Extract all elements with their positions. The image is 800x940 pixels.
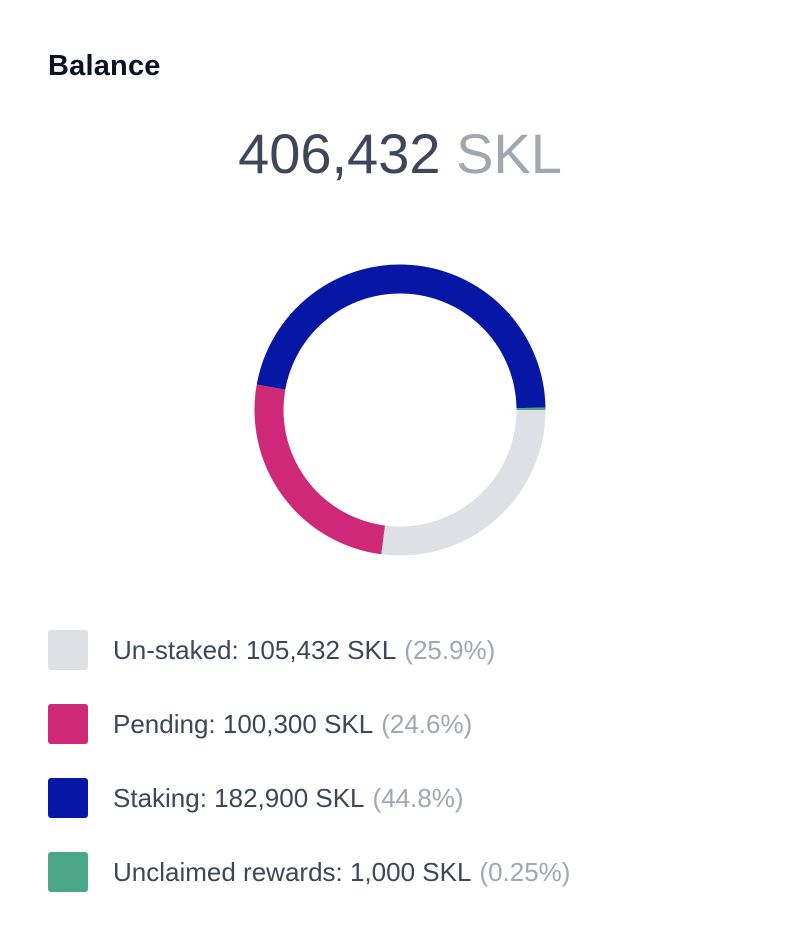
legend-swatch-staking <box>48 778 88 818</box>
legend-item-staking: Staking: 182,900 SKL (44.8%) <box>48 778 464 818</box>
donut-slice-un-staked <box>381 409 546 556</box>
legend-value-pending: Pending: 100,300 SKL <box>113 708 374 739</box>
card-title: Balance <box>48 50 161 82</box>
total-balance: 406,432 SKL <box>0 122 800 186</box>
legend-label-pending: Pending: 100,300 SKL (24.6%) <box>113 709 472 740</box>
legend-percent-unstaked: (25.9%) <box>404 634 496 665</box>
legend-label-unstaked: Un-staked: 105,432 SKL (25.9%) <box>113 635 495 666</box>
balance-donut-chart <box>254 264 546 556</box>
legend-value-unclaimed-rewards: Unclaimed rewards: 1,000 SKL <box>113 856 472 887</box>
legend-percent-pending: (24.6%) <box>381 708 473 739</box>
legend-percent-unclaimed-rewards: (0.25%) <box>479 856 571 887</box>
donut-slice-staking <box>256 264 546 409</box>
legend-value-unstaked: Un-staked: 105,432 SKL <box>113 634 397 665</box>
total-amount: 406,432 <box>238 122 441 185</box>
donut-slices <box>254 264 546 556</box>
legend-value-staking: Staking: 182,900 SKL <box>113 782 365 813</box>
donut-slice-pending <box>254 384 386 555</box>
legend-swatch-pending <box>48 704 88 744</box>
legend-swatch-unclaimed-rewards <box>48 852 88 892</box>
legend-item-pending: Pending: 100,300 SKL (24.6%) <box>48 704 472 744</box>
legend-label-staking: Staking: 182,900 SKL (44.8%) <box>113 783 464 814</box>
legend-percent-staking: (44.8%) <box>372 782 464 813</box>
legend-swatch-unstaked <box>48 630 88 670</box>
legend-item-unstaked: Un-staked: 105,432 SKL (25.9%) <box>48 630 495 670</box>
legend-label-unclaimed-rewards: Unclaimed rewards: 1,000 SKL (0.25%) <box>113 857 570 888</box>
total-unit: SKL <box>456 122 562 185</box>
legend-item-unclaimed-rewards: Unclaimed rewards: 1,000 SKL (0.25%) <box>48 852 570 892</box>
